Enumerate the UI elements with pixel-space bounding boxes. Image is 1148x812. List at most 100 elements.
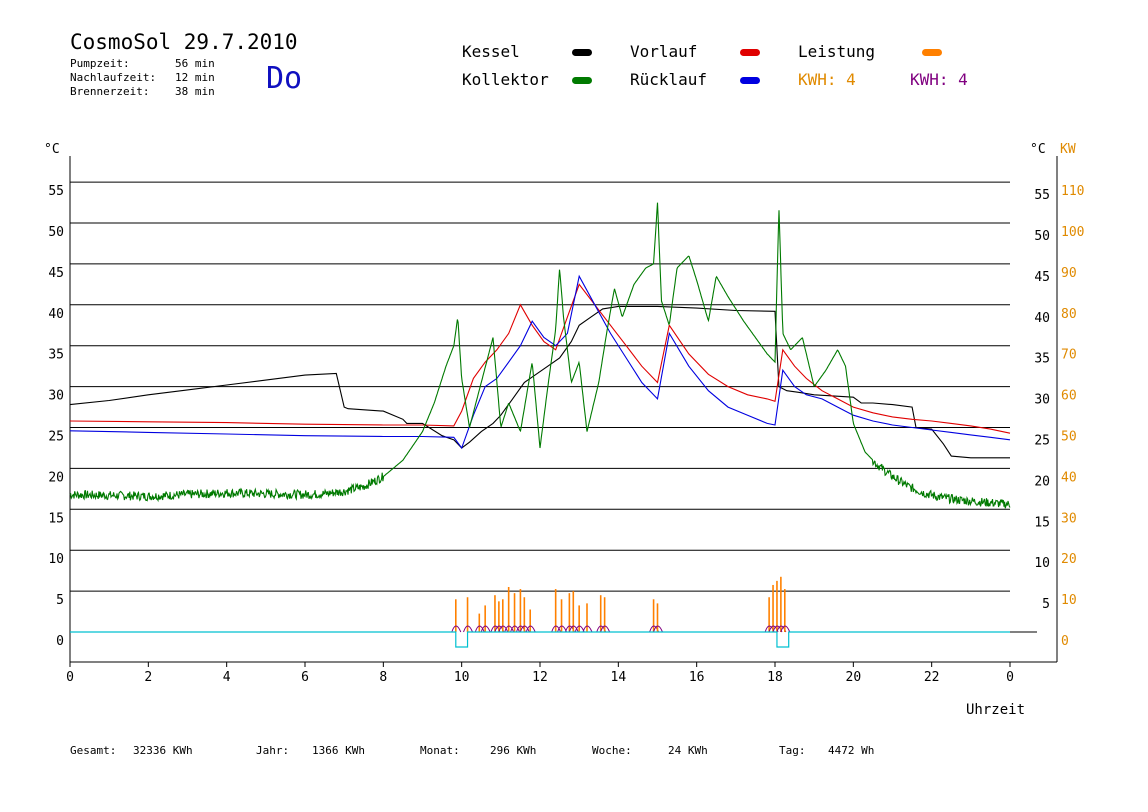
series-line-kollektor	[69, 202, 1011, 509]
chart-title: CosmoSol 29.7.2010	[70, 30, 298, 54]
legend-kwh-orange: KWH: 4	[798, 70, 856, 89]
x-tick-label: 16	[689, 670, 705, 685]
x-tick-label: 18	[767, 670, 783, 685]
y-tick-label-left: 55	[48, 184, 64, 199]
kwh-bump	[510, 625, 521, 633]
legend-kwh-purple: KWH: 4	[910, 70, 968, 89]
kwh-bump	[451, 625, 462, 633]
legend-leistung-label: Leistung	[798, 42, 876, 61]
nachlaufzeit-value: 12 min	[175, 71, 215, 84]
x-tick-label: 20	[846, 670, 862, 685]
x-tick-label: 10	[454, 670, 470, 685]
footer-jahr-value: 1366 KWh	[312, 744, 365, 757]
y-tick-label-right-power: 110	[1061, 184, 1084, 199]
x-tick-label: 6	[301, 670, 309, 685]
y-tick-label-right-power: 20	[1061, 552, 1077, 567]
x-tick-label: 14	[611, 670, 627, 685]
brennerzeit-value: 38 min	[175, 85, 215, 98]
y-tick-label-right-temp: 25	[1034, 434, 1050, 449]
y-tick-label-left: 5	[56, 593, 64, 608]
y-tick-label-left: 25	[48, 430, 64, 445]
y-tick-label-right-temp: 15	[1034, 515, 1050, 530]
kwh-bump	[780, 625, 791, 633]
legend-kessel-label: Kessel	[462, 42, 520, 61]
kwh-bump	[480, 625, 491, 633]
y-tick-label-right-power: 30	[1061, 511, 1077, 526]
kwh-bump	[582, 625, 593, 633]
footer-woche-label: Woche:	[592, 744, 632, 757]
y-tick-label-right-power: 80	[1061, 307, 1077, 322]
legend-vorlauf-label: Vorlauf	[630, 42, 698, 61]
y-tick-label-right-temp: 30	[1034, 393, 1050, 408]
y-axis-unit-right-power: KW	[1060, 142, 1076, 157]
y-tick-label-right-power: 40	[1061, 470, 1077, 485]
legend-ruecklauf-label: Rücklauf	[630, 70, 708, 89]
series-line-rcklauf	[69, 274, 1011, 450]
y-tick-label-right-temp: 20	[1034, 474, 1050, 489]
y-tick-label-right-power: 60	[1061, 389, 1077, 404]
legend-leistung-swatch	[922, 49, 942, 56]
x-tick-label: 4	[223, 670, 231, 685]
y-axis-unit-right-temp: °C	[1030, 142, 1046, 157]
pump-state-line	[70, 631, 1010, 648]
y-tick-label-left: 40	[48, 307, 64, 322]
kwh-bump	[463, 625, 474, 633]
series-line-vorlauf	[69, 283, 1011, 434]
x-tick-label: 2	[144, 670, 152, 685]
y-tick-label-left: 30	[48, 389, 64, 404]
pumpzeit-label: Pumpzeit:	[70, 57, 130, 70]
footer-monat-value: 296 KWh	[490, 744, 537, 757]
footer-woche-value: 24 KWh	[668, 744, 708, 757]
y-tick-label-left: 45	[48, 266, 64, 281]
kwh-bump	[551, 625, 562, 633]
y-tick-label-left: 10	[48, 552, 64, 567]
y-tick-label-right-temp: 35	[1034, 352, 1050, 367]
x-tick-label: 8	[379, 670, 387, 685]
legend-kollektor-swatch	[572, 77, 592, 84]
y-tick-label-left: 35	[48, 348, 64, 363]
y-tick-label-right-temp: 10	[1034, 556, 1050, 571]
legend-kollektor-label: Kollektor	[462, 70, 549, 89]
legend-kessel-swatch	[572, 49, 592, 56]
x-tick-label: 12	[532, 670, 548, 685]
x-tick-label: 0	[1006, 670, 1014, 685]
legend-vorlauf-swatch	[740, 49, 760, 56]
y-tick-label-right-power: 70	[1061, 348, 1077, 363]
footer-monat-label: Monat:	[420, 744, 460, 757]
day-label: Do	[266, 61, 303, 96]
kwh-bump	[519, 625, 530, 633]
kwh-bump	[474, 625, 485, 633]
footer-tag-value: 4472 Wh	[828, 744, 875, 757]
kwh-bump	[504, 625, 515, 633]
footer-gesamt-label: Gesamt:	[70, 744, 117, 757]
x-axis-label: Uhrzeit	[966, 702, 1026, 718]
pumpzeit-value: 56 min	[175, 57, 215, 70]
y-tick-label-left: 15	[48, 511, 64, 526]
y-tick-label-right-temp: 50	[1034, 229, 1050, 244]
y-tick-label-left: 0	[56, 634, 64, 649]
footer-gesamt-value: 32336 KWh	[133, 744, 193, 757]
y-tick-label-right-power: 10	[1061, 593, 1077, 608]
y-tick-label-right-power: 90	[1061, 266, 1077, 281]
kwh-bump	[498, 625, 509, 633]
kwh-bump	[525, 625, 536, 633]
y-tick-label-right-temp: 40	[1034, 311, 1050, 326]
y-tick-label-left: 50	[48, 225, 64, 240]
kwh-bump	[600, 625, 611, 633]
x-tick-label: 22	[924, 670, 940, 685]
nachlaufzeit-label: Nachlaufzeit:	[70, 71, 157, 84]
y-tick-label-right-temp: 5	[1042, 597, 1050, 612]
y-tick-label-right-power: 0	[1061, 634, 1069, 649]
tick-labels: 0510152025303540455055510152025303540455…	[48, 184, 1084, 685]
y-tick-label-right-temp: 55	[1034, 188, 1050, 203]
grid-lines	[70, 181, 1037, 633]
y-tick-label-left: 20	[48, 470, 64, 485]
y-tick-label-right-power: 100	[1061, 225, 1084, 240]
y-axis-unit-left: °C	[44, 142, 60, 157]
legend-ruecklauf-swatch	[740, 77, 760, 84]
x-tick-label: 0	[66, 670, 74, 685]
y-tick-label-right-temp: 45	[1034, 270, 1050, 285]
brennerzeit-label: Brennerzeit:	[70, 85, 150, 98]
kwh-bump	[568, 625, 579, 633]
